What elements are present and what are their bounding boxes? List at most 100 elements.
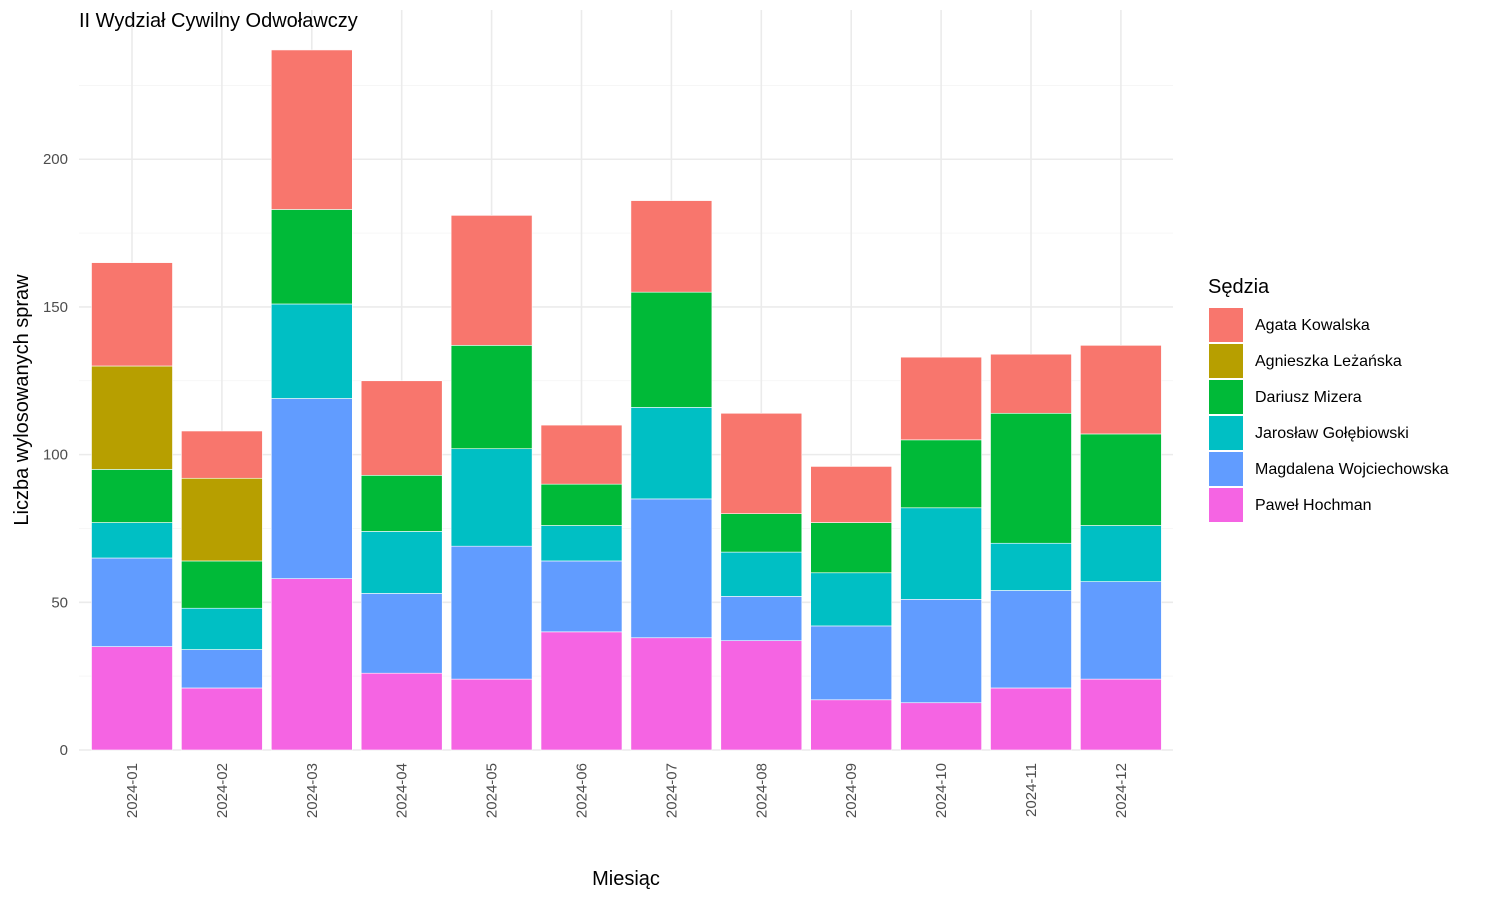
y-tick-label: 100	[43, 447, 68, 464]
legend-key	[1209, 452, 1243, 486]
bar-2024-03-magdalena-wojciechowska	[270, 398, 353, 579]
bar-2024-03-jaroslaw-golebiowski	[270, 303, 353, 399]
bar-2024-02-agata-kowalska	[181, 430, 263, 479]
bar-2024-06-magdalena-wojciechowska	[540, 560, 623, 633]
legend-label: Agnieszka Leżańska	[1255, 353, 1402, 370]
x-tick-label: 2024-10	[933, 763, 950, 818]
legend-label: Jarosław Gołębiowski	[1255, 425, 1409, 442]
bar-2024-08-agata-kowalska	[720, 412, 803, 514]
chart-title: II Wydział Cywilny Odwoławczy	[79, 10, 358, 32]
bar-2024-03-dariusz-mizera	[270, 209, 353, 305]
bar-2024-08-magdalena-wojciechowska	[720, 596, 803, 642]
x-tick-label: 2024-01	[124, 763, 141, 818]
bar-2024-08-jaroslaw-golebiowski	[720, 551, 803, 597]
bar-2024-04-magdalena-wojciechowska	[360, 593, 443, 674]
y-tick-label: 0	[60, 742, 68, 759]
bar-2024-07-magdalena-wojciechowska	[630, 498, 713, 639]
legend-label: Paweł Hochman	[1255, 497, 1372, 514]
legend-key	[1209, 488, 1243, 522]
bar-2024-11-dariusz-mizera	[990, 412, 1072, 544]
bar-2024-04-pawel-hochman	[360, 672, 443, 751]
bar-2024-10-dariusz-mizera	[900, 439, 982, 509]
bar-2024-10-magdalena-wojciechowska	[900, 599, 982, 704]
legend-key	[1209, 416, 1243, 450]
bar-2024-10-pawel-hochman	[900, 702, 982, 751]
legend-key	[1209, 308, 1243, 342]
bar-2024-05-pawel-hochman	[450, 678, 533, 751]
bar-2024-07-agata-kowalska	[630, 200, 713, 293]
bar-2024-02-agnieszka-lezanska	[181, 477, 263, 562]
bar-2024-09-pawel-hochman	[810, 699, 893, 751]
bar-2024-12-agata-kowalska	[1080, 345, 1162, 435]
bar-2024-04-jaroslaw-golebiowski	[360, 531, 443, 594]
bar-2024-01-agnieszka-lezanska	[91, 365, 173, 470]
bar-2024-07-pawel-hochman	[630, 637, 713, 751]
bars	[91, 49, 1162, 751]
legend: Sędzia Agata Kowalska Agnieszka Leżańska D…	[1208, 276, 1449, 522]
bar-2024-10-agata-kowalska	[900, 356, 982, 441]
bar-2024-08-pawel-hochman	[720, 640, 803, 751]
bar-2024-12-pawel-hochman	[1080, 678, 1162, 751]
bar-2024-02-dariusz-mizera	[181, 560, 263, 609]
bar-2024-07-dariusz-mizera	[630, 291, 713, 408]
bar-2024-12-jaroslaw-golebiowski	[1080, 525, 1162, 582]
x-tick-label: 2024-11	[1023, 763, 1040, 817]
y-axis-title: Liczba wylosowanych spraw	[11, 274, 33, 526]
bar-2024-10-jaroslaw-golebiowski	[900, 507, 982, 600]
bar-2024-11-jaroslaw-golebiowski	[990, 542, 1072, 591]
bar-2024-09-agata-kowalska	[810, 466, 893, 523]
bar-2024-06-jaroslaw-golebiowski	[540, 525, 623, 562]
bar-2024-01-dariusz-mizera	[91, 469, 173, 523]
bar-2024-12-dariusz-mizera	[1080, 433, 1162, 526]
bar-2024-05-jaroslaw-golebiowski	[450, 448, 533, 547]
bar-2024-07-jaroslaw-golebiowski	[630, 407, 713, 500]
bar-2024-09-magdalena-wojciechowska	[810, 625, 893, 701]
bar-2024-04-agata-kowalska	[360, 380, 443, 476]
bar-2024-03-agata-kowalska	[270, 49, 353, 210]
y-tick-label: 200	[43, 151, 68, 168]
bar-2024-08-dariusz-mizera	[720, 513, 803, 553]
legend-label: Agata Kowalska	[1255, 317, 1370, 334]
legend-key	[1209, 380, 1243, 414]
x-tick-label: 2024-12	[1113, 763, 1130, 818]
bar-2024-06-dariusz-mizera	[540, 483, 623, 526]
bar-2024-03-pawel-hochman	[270, 578, 353, 751]
legend-title: Sędzia	[1208, 276, 1270, 298]
bar-2024-11-agata-kowalska	[990, 353, 1072, 414]
bar-2024-05-agata-kowalska	[450, 215, 533, 346]
bar-2024-11-magdalena-wojciechowska	[990, 590, 1072, 689]
x-tick-label: 2024-04	[394, 763, 411, 818]
bar-2024-11-pawel-hochman	[990, 687, 1072, 751]
legend-key	[1209, 344, 1243, 378]
bar-2024-02-pawel-hochman	[181, 687, 263, 751]
bar-2024-09-jaroslaw-golebiowski	[810, 572, 893, 627]
x-axis-ticks: 2024-01 2024-02 2024-03 2024-04 2024-05 2024-…	[124, 763, 1130, 818]
bar-2024-02-jaroslaw-golebiowski	[181, 607, 263, 650]
bar-2024-01-jaroslaw-golebiowski	[91, 522, 173, 559]
x-axis-title: Miesiąc	[592, 868, 660, 890]
y-tick-label: 50	[51, 594, 68, 611]
x-tick-label: 2024-07	[663, 763, 680, 818]
bar-2024-12-magdalena-wojciechowska	[1080, 581, 1162, 680]
x-tick-label: 2024-06	[574, 763, 591, 818]
x-tick-label: 2024-09	[843, 763, 860, 818]
bar-2024-06-agata-kowalska	[540, 424, 623, 485]
legend-label: Magdalena Wojciechowska	[1255, 461, 1449, 478]
x-tick-label: 2024-03	[304, 763, 321, 818]
bar-2024-09-dariusz-mizera	[810, 522, 893, 574]
bar-2024-01-pawel-hochman	[91, 646, 173, 751]
y-tick-label: 150	[43, 299, 68, 316]
x-tick-label: 2024-02	[214, 763, 231, 818]
bar-2024-01-agata-kowalska	[91, 262, 173, 367]
bar-2024-05-magdalena-wojciechowska	[450, 545, 533, 680]
legend-label: Dariusz Mizera	[1255, 389, 1362, 406]
bar-2024-05-dariusz-mizera	[450, 345, 533, 450]
x-tick-label: 2024-05	[484, 763, 501, 818]
y-axis-ticks: 0 50 100 150 200	[43, 151, 68, 759]
bar-2024-04-dariusz-mizera	[360, 474, 443, 532]
bar-2024-02-magdalena-wojciechowska	[181, 649, 263, 689]
x-tick-label: 2024-08	[753, 763, 770, 818]
bar-2024-01-magdalena-wojciechowska	[91, 557, 173, 647]
bar-2024-06-pawel-hochman	[540, 631, 623, 751]
